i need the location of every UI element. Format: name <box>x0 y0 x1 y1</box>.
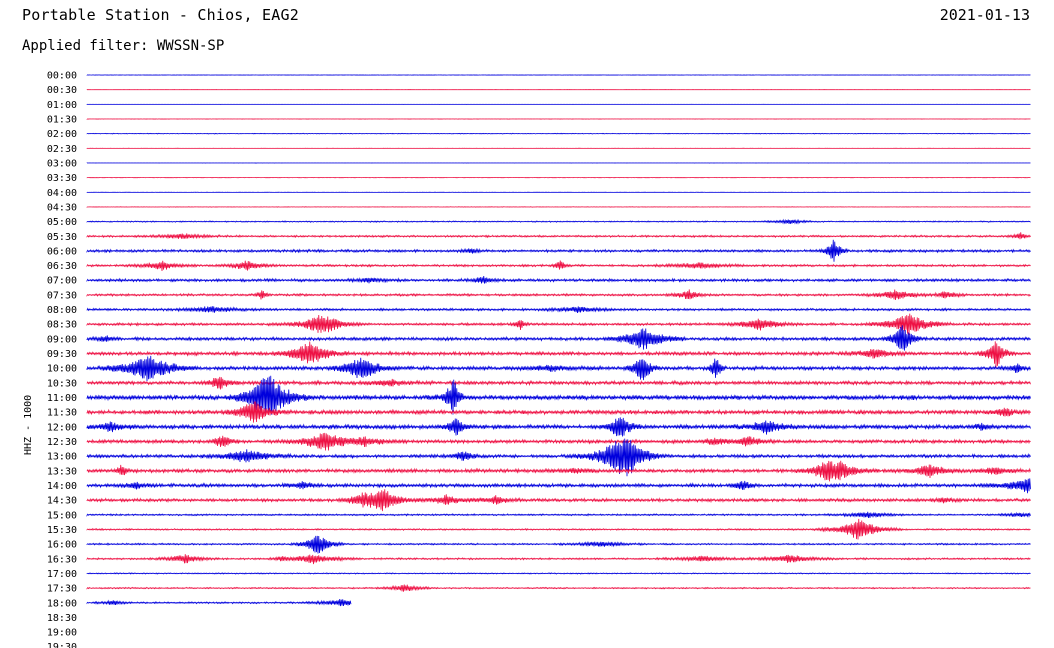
trace-line <box>86 232 1031 240</box>
trace-line <box>86 306 1031 314</box>
tick-label: 11:30 <box>47 408 77 419</box>
tick-label: 16:30 <box>47 554 77 565</box>
trace-line <box>86 376 1031 390</box>
tick-label: 13:30 <box>47 466 77 477</box>
tick-label: 08:00 <box>47 305 77 316</box>
tick-label: 05:30 <box>47 232 77 243</box>
tick-label: 12:30 <box>47 437 77 448</box>
trace-line <box>86 313 1031 336</box>
trace-line <box>86 432 1031 451</box>
tick-label: 01:30 <box>47 114 77 125</box>
tick-label: 10:00 <box>47 364 77 375</box>
trace-line <box>86 584 1031 592</box>
trace-line <box>86 289 1031 300</box>
tick-label: 15:00 <box>47 510 77 521</box>
trace-line <box>86 572 1031 575</box>
trace-line <box>86 478 1031 494</box>
tick-label: 00:00 <box>47 71 77 82</box>
trace-line <box>86 375 1031 415</box>
tick-label: 13:00 <box>47 452 77 463</box>
tick-label: 19:00 <box>47 628 77 639</box>
tick-label: 17:30 <box>47 584 77 595</box>
trace-line <box>86 401 1031 423</box>
trace-line <box>86 460 1031 482</box>
tick-label: 14:00 <box>47 481 77 492</box>
tick-label: 07:30 <box>47 290 77 301</box>
tick-label: 03:30 <box>47 173 77 184</box>
trace-line <box>86 438 1031 477</box>
tick-label: 04:00 <box>47 188 77 199</box>
tick-label: 06:00 <box>47 246 77 257</box>
trace-line <box>86 417 1031 437</box>
station-title: Portable Station - Chios, EAG2 <box>22 6 299 24</box>
trace-line <box>86 518 1031 540</box>
tick-label: 11:00 <box>47 393 77 404</box>
trace-line <box>86 598 352 607</box>
tick-label: 14:30 <box>47 496 77 507</box>
tick-label: 18:00 <box>47 598 77 609</box>
trace-line <box>86 535 1031 554</box>
tick-label: 04:30 <box>47 202 77 213</box>
trace-line <box>86 325 1031 351</box>
tick-label: 10:30 <box>47 378 77 389</box>
trace-line <box>86 260 1031 272</box>
record-date: 2021-01-13 <box>939 6 1030 24</box>
trace-line <box>86 239 1031 262</box>
tick-label: 03:00 <box>47 158 77 169</box>
tick-label: 02:00 <box>47 129 77 140</box>
trace-line <box>86 218 1031 225</box>
tick-label: 06:30 <box>47 261 77 272</box>
tick-labels: 00:00 00:30 01:00 01:30 02:00 02:30 03:00 03:30… <box>47 71 77 648</box>
tick-label: 05:00 <box>47 217 77 228</box>
trace-line <box>86 275 1031 284</box>
y-axis-label: HHZ - 1000 <box>23 395 34 455</box>
tick-label: 01:00 <box>47 100 77 111</box>
tick-label: 09:30 <box>47 349 77 360</box>
tick-label: 18:30 <box>47 613 77 624</box>
tick-label: 19:30 <box>47 642 77 648</box>
tick-label: 17:00 <box>47 569 77 580</box>
trace-line <box>86 511 1031 519</box>
tick-label: 08:30 <box>47 320 77 331</box>
tick-label: 12:00 <box>47 422 77 433</box>
tick-label: 02:30 <box>47 144 77 155</box>
trace-line <box>86 355 1031 382</box>
tick-label: 00:30 <box>47 85 77 96</box>
trace-line <box>86 554 1031 565</box>
tick-label: 15:30 <box>47 525 77 536</box>
trace-lines <box>86 74 1031 607</box>
tick-label: 09:00 <box>47 334 77 345</box>
filter-label: Applied filter: WWSSN-SP <box>22 38 225 54</box>
trace-line <box>86 489 1031 512</box>
tick-label: 07:00 <box>47 276 77 287</box>
trace-line <box>86 132 1031 135</box>
tick-label: 16:00 <box>47 540 77 551</box>
trace-line <box>86 341 1031 368</box>
